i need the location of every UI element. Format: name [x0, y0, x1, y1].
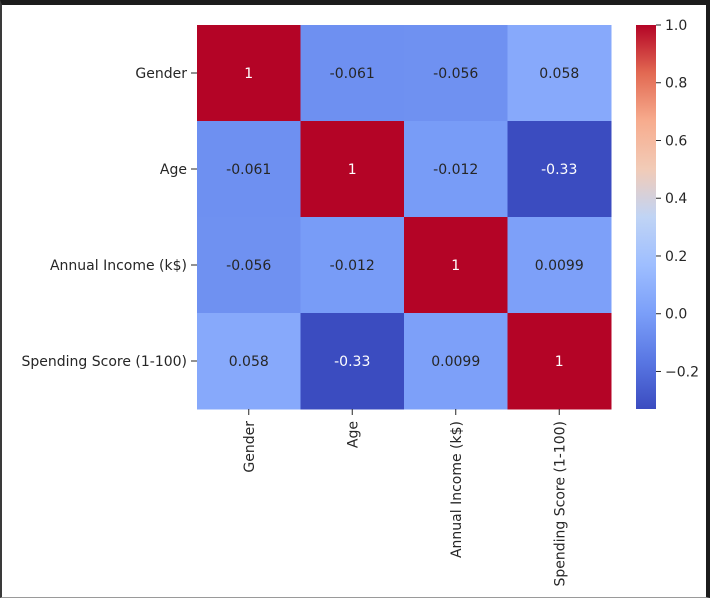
cell-annotation: -0.056 — [433, 66, 478, 82]
cell-annotation: 1 — [244, 66, 253, 82]
colorbar-tick-label: 0.6 — [665, 133, 687, 149]
heatmap-cell — [300, 313, 405, 410]
colorbar-tick-label: −0.2 — [665, 364, 699, 380]
cell-annotation: 0.0099 — [431, 354, 480, 370]
heatmap-cell — [300, 25, 405, 122]
heatmap-cell — [507, 217, 612, 314]
heatmap-cell — [197, 217, 301, 314]
colorbar-tick-label: 1.0 — [665, 18, 687, 34]
heatmap-cell — [404, 25, 508, 122]
heatmap-cell — [507, 121, 612, 218]
cell-annotation: 1 — [555, 354, 564, 370]
heatmap-cell — [197, 313, 301, 410]
x-tick-label: Gender — [242, 421, 258, 473]
heatmap-cell — [300, 217, 405, 314]
cell-annotation: -0.012 — [433, 162, 478, 178]
colorbar-gradient — [636, 25, 656, 409]
cell-annotation: -0.012 — [330, 258, 375, 274]
x-tick-label: Annual Income (k$) — [449, 421, 465, 558]
x-axis-labels: Gender Age Annual Income (k$) Spending Scor… — [242, 409, 568, 587]
cell-annotation: -0.056 — [226, 258, 271, 274]
y-axis-labels: Gender Age Annual Income (k$) Spending Scor… — [21, 66, 197, 370]
cell-annotation: 0.058 — [229, 354, 269, 370]
heatmap-cell — [507, 313, 612, 410]
colorbar-tick-label: 0.2 — [665, 249, 687, 265]
y-tick-label: Age — [160, 162, 187, 178]
colorbar-tick-label: 0.8 — [665, 76, 687, 92]
heatmap-cell — [197, 25, 301, 122]
cell-annotation: 1 — [348, 162, 357, 178]
heatmap-cell — [404, 217, 508, 314]
correlation-heatmap: 1 -0.061 -0.056 0.058 -0.061 1 -0.012 -0.33 -0.0… — [21, 18, 699, 587]
cell-annotation: -0.061 — [330, 66, 375, 82]
cell-annotation: 0.0099 — [535, 258, 584, 274]
y-tick-label: Gender — [135, 66, 187, 82]
colorbar-tick-label: 0.0 — [665, 307, 687, 323]
cell-annotation: 0.058 — [539, 66, 579, 82]
heatmap-cell — [404, 313, 508, 410]
y-tick-label: Spending Score (1-100) — [21, 354, 187, 370]
heatmap-cell — [507, 25, 612, 122]
colorbar: 1.0 0.8 0.6 0.4 0.2 0.0 −0.2 — [636, 18, 699, 409]
heatmap-cells: 1 -0.061 -0.056 0.058 -0.061 1 -0.012 -0.33 -0.0… — [197, 25, 612, 410]
cell-annotation: 1 — [451, 258, 460, 274]
heatmap-cell — [300, 121, 405, 218]
cell-annotation: -0.061 — [226, 162, 271, 178]
colorbar-tick-label: 0.4 — [665, 191, 687, 207]
heatmap-cell — [197, 121, 301, 218]
heatmap-cell — [404, 121, 508, 218]
cell-annotation: -0.33 — [334, 354, 370, 370]
x-tick-label: Spending Score (1-100) — [552, 421, 568, 587]
y-tick-label: Annual Income (k$) — [50, 258, 187, 274]
x-tick-label: Age — [345, 421, 361, 448]
cell-annotation: -0.33 — [541, 162, 577, 178]
